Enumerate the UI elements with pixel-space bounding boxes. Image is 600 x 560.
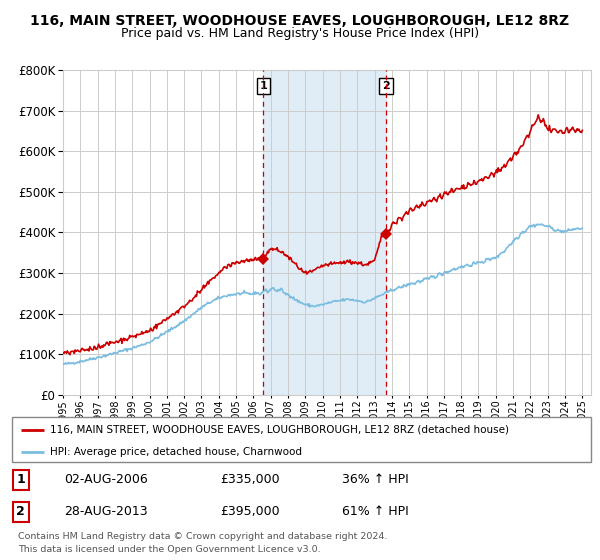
Text: 116, MAIN STREET, WOODHOUSE EAVES, LOUGHBOROUGH, LE12 8RZ: 116, MAIN STREET, WOODHOUSE EAVES, LOUGH… [31,14,569,28]
Text: 36% ↑ HPI: 36% ↑ HPI [342,473,409,486]
Text: £335,000: £335,000 [220,473,280,486]
FancyBboxPatch shape [12,417,591,462]
Text: 1: 1 [260,81,268,91]
Text: 116, MAIN STREET, WOODHOUSE EAVES, LOUGHBOROUGH, LE12 8RZ (detached house): 116, MAIN STREET, WOODHOUSE EAVES, LOUGH… [50,424,509,435]
Bar [263,70,386,395]
Text: £395,000: £395,000 [220,505,280,519]
Text: 2: 2 [382,81,390,91]
Text: 02-AUG-2006: 02-AUG-2006 [64,473,148,486]
Text: 1: 1 [16,473,25,486]
Text: HPI: Average price, detached house, Charnwood: HPI: Average price, detached house, Char… [50,447,302,457]
Text: Price paid vs. HM Land Registry's House Price Index (HPI): Price paid vs. HM Land Registry's House … [121,27,479,40]
Text: 2: 2 [16,505,25,519]
Text: Contains HM Land Registry data © Crown copyright and database right 2024.
This d: Contains HM Land Registry data © Crown c… [18,533,388,554]
Text: 61% ↑ HPI: 61% ↑ HPI [342,505,409,519]
Text: 28-AUG-2013: 28-AUG-2013 [64,505,148,519]
